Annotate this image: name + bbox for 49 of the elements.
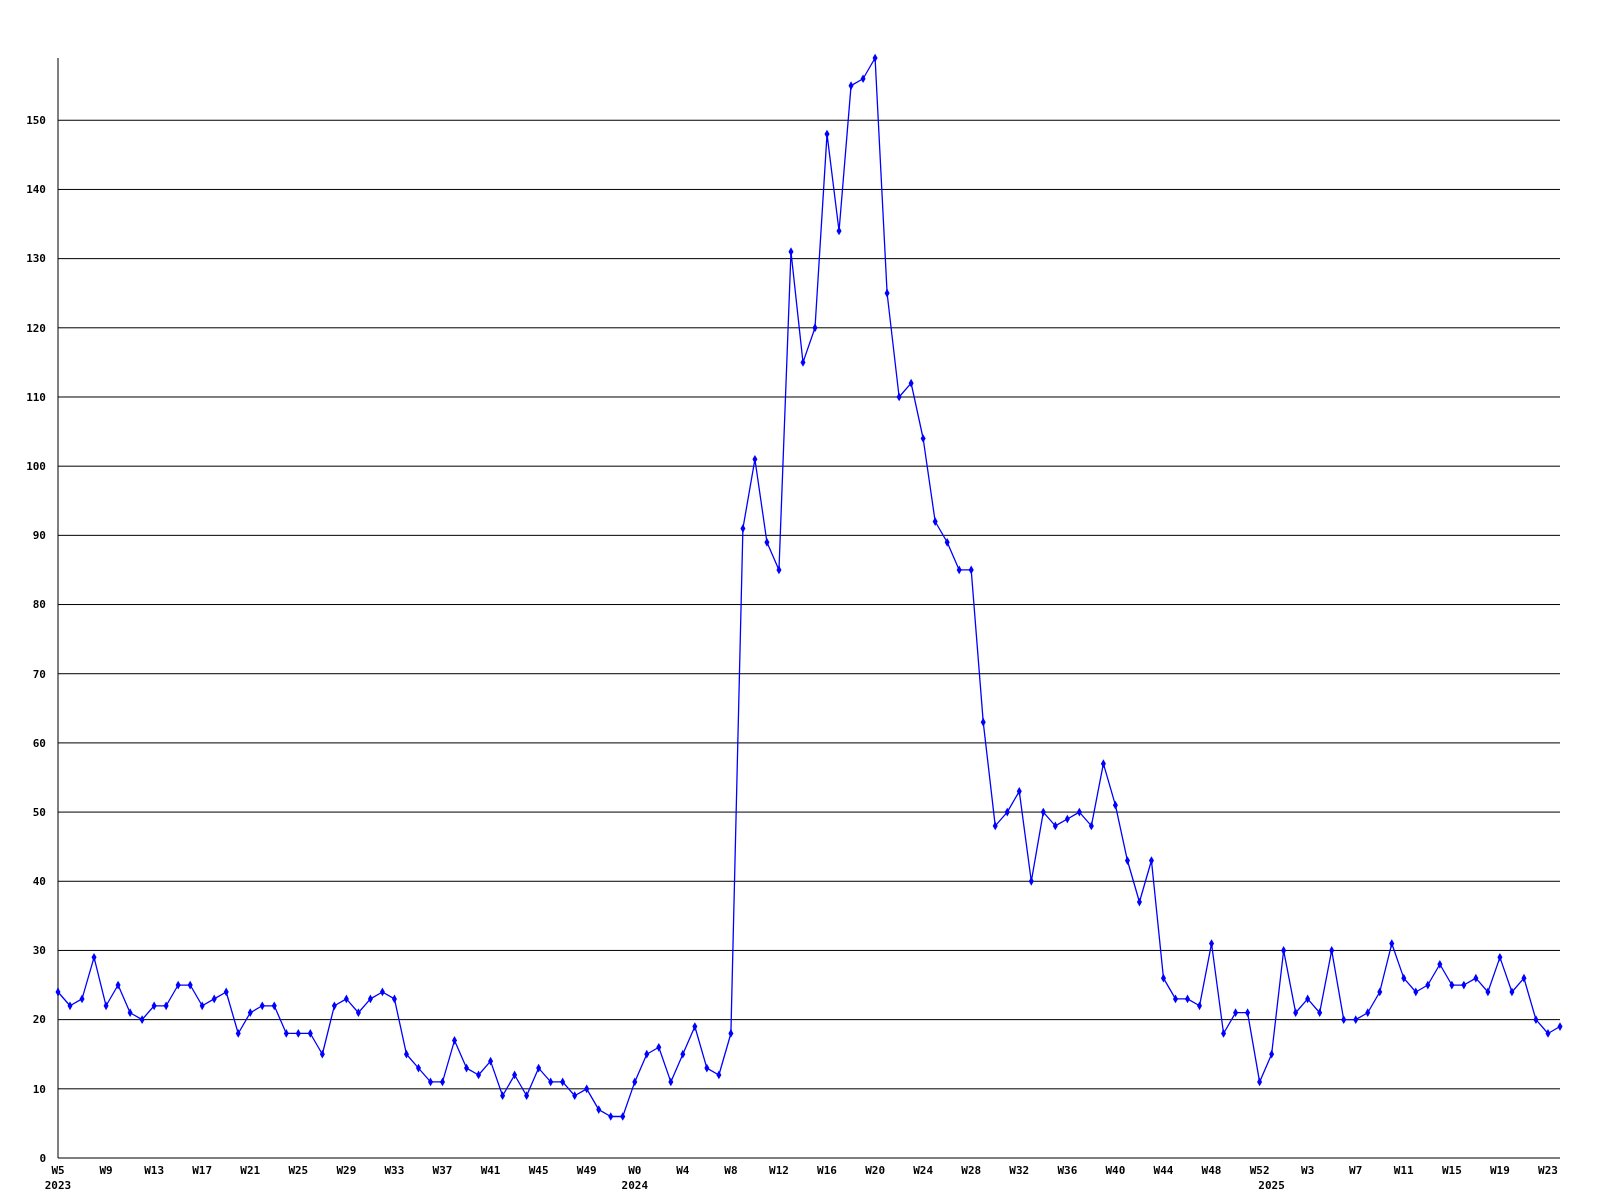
x-tick-label: W29 (336, 1164, 357, 1177)
x-tick-label: W9 (99, 1164, 113, 1177)
x-tick-label: W13 (144, 1164, 165, 1177)
x-tick-label: W49 (576, 1164, 597, 1177)
x-tick-label: W48 (1201, 1164, 1222, 1177)
y-tick-label: 60 (32, 736, 46, 750)
x-tick-label: W16 (817, 1164, 838, 1177)
y-tick-label: 100 (26, 460, 46, 474)
x-tick-label: W11 (1393, 1164, 1415, 1177)
y-tick-label: 130 (26, 252, 46, 266)
y-tick-label: 120 (26, 321, 46, 335)
x-tick-label: W24 (913, 1164, 934, 1177)
x-tick-label: W40 (1105, 1164, 1126, 1177)
x-tick-label: W45 (528, 1164, 549, 1177)
x-tick-label: W28 (961, 1164, 982, 1177)
y-tick-label: 110 (26, 390, 46, 404)
y-tick-label: 0 (39, 1151, 46, 1165)
y-tick-label: 90 (32, 529, 46, 543)
x-tick-label: W33 (384, 1164, 405, 1177)
x-tick-label: W52 (1249, 1164, 1270, 1177)
y-tick-label: 140 (26, 183, 46, 197)
x-tick-label: W12 (769, 1164, 789, 1177)
x-tick-label: W3 (1301, 1164, 1315, 1177)
x-tick-label: W5 2023 (44, 1164, 72, 1192)
x-tick-label: W19 (1489, 1164, 1510, 1177)
x-tick-label: W17 (192, 1164, 213, 1177)
x-tick-label: W32 (1009, 1164, 1030, 1177)
x-tick-label: W8 (724, 1164, 738, 1177)
y-tick-label: 40 (32, 875, 46, 889)
y-tick-label: 30 (32, 944, 46, 958)
x-tick-label: W21 (240, 1164, 261, 1177)
x-tick-label: W7 (1349, 1164, 1363, 1177)
x-tick-label: W36 (1057, 1164, 1078, 1177)
x-tick-label: W23 (1538, 1164, 1558, 1177)
x-tick-label: 2025 (1258, 1179, 1285, 1192)
x-tick-label: W25 (288, 1164, 309, 1177)
y-tick-label: 70 (32, 667, 46, 681)
x-tick-label: W15 (1441, 1164, 1462, 1177)
x-tick-label: W41 (480, 1164, 501, 1177)
x-tick-label: W37 (432, 1164, 453, 1177)
y-tick-label: 80 (32, 598, 46, 612)
x-tick-label: W0 2024 (621, 1164, 649, 1192)
x-tick-label: W44 (1153, 1164, 1174, 1177)
y-tick-label: 150 (26, 114, 46, 128)
y-tick-label: 10 (32, 1082, 46, 1096)
y-tick-label: 50 (32, 805, 46, 819)
x-tick-label: W20 (865, 1164, 886, 1177)
x-tick-label: W4 (676, 1164, 690, 1177)
y-tick-label: 20 (32, 1013, 46, 1027)
